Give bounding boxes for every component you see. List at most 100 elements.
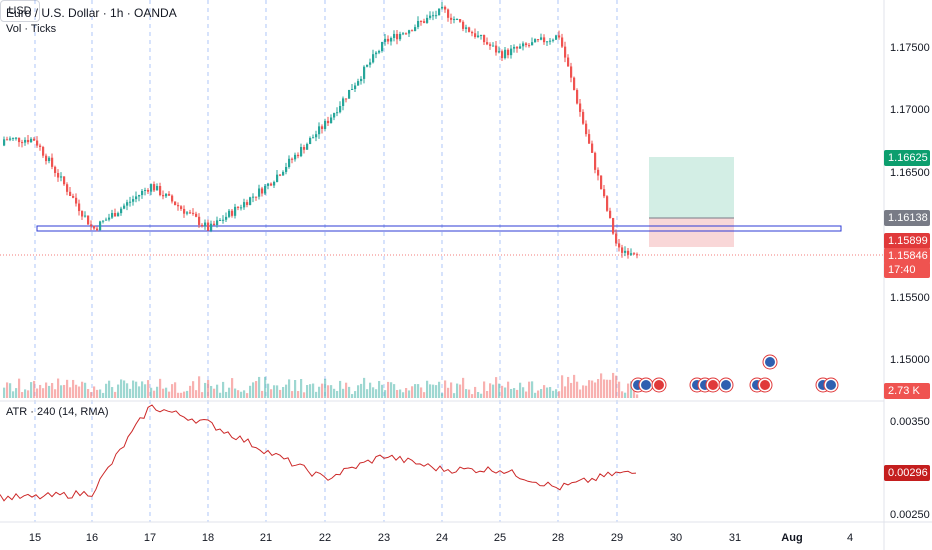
volume-bar [327, 385, 330, 398]
time-label: 28 [551, 532, 565, 544]
volume-bar [81, 381, 84, 398]
volume-bar [597, 379, 600, 398]
stop-loss-zone[interactable] [649, 218, 734, 247]
candle-body [363, 66, 366, 79]
economic-event-icon[interactable] [762, 354, 778, 370]
volume-bar [282, 387, 285, 398]
volume-bar [453, 393, 456, 398]
support-zone[interactable] [36, 225, 842, 232]
volume-bar [411, 386, 414, 398]
candle-body [321, 126, 324, 129]
candle-body [351, 88, 354, 90]
candle-body [444, 6, 447, 10]
volume-bar [558, 391, 561, 398]
volume-bar [372, 387, 375, 398]
candle-body [411, 30, 414, 32]
candle-body [231, 210, 234, 216]
economic-events [630, 354, 839, 393]
volume-bar [600, 373, 603, 398]
candle-body [141, 190, 144, 196]
volume-bar [156, 386, 159, 398]
volume-bar [534, 392, 537, 398]
time-label: 23 [377, 532, 391, 544]
candle-body [267, 183, 270, 186]
candle-body [345, 98, 348, 100]
candle-body [252, 196, 255, 198]
volume-bar [432, 384, 435, 398]
candle-body [375, 52, 378, 55]
candle-body [210, 223, 213, 231]
economic-event-icon[interactable] [651, 377, 667, 393]
economic-event-icon[interactable] [823, 377, 839, 393]
candle-body [291, 158, 294, 160]
candle-body [636, 254, 639, 256]
candle-body [237, 206, 240, 208]
volume-bar [636, 394, 639, 398]
volume-bar [243, 390, 246, 398]
volume-bar [93, 386, 96, 398]
volume-bar [276, 385, 279, 398]
volume-bar [102, 392, 105, 398]
take-profit-zone[interactable] [649, 157, 734, 218]
economic-event-icon[interactable] [718, 377, 734, 393]
volume-bar [516, 389, 519, 398]
candle-body [372, 54, 375, 63]
candle-body [195, 213, 198, 217]
candle-body [585, 123, 588, 135]
candle-body [378, 50, 381, 53]
volume-bar [126, 383, 129, 398]
price-tick: 1.17000 [890, 104, 930, 116]
volume-bar [321, 383, 324, 398]
candle-body [480, 35, 483, 37]
volume-bar [78, 386, 81, 398]
candle-body [540, 37, 543, 40]
volume-bar [75, 384, 78, 398]
candle-body [198, 216, 201, 225]
candle-body [522, 43, 525, 47]
volume-bar [255, 381, 258, 398]
economic-event-icon[interactable] [638, 377, 654, 393]
volume-bar [546, 387, 549, 398]
candle-body [144, 190, 147, 192]
currency-button[interactable]: USD [0, 0, 40, 22]
volume-bar [429, 384, 432, 398]
price-tick: 1.15500 [890, 292, 930, 304]
volume-bar [390, 382, 393, 398]
economic-event-icon[interactable] [757, 377, 773, 393]
volume-bar [24, 389, 27, 398]
volume-bar [309, 384, 312, 398]
volume-bar [6, 382, 9, 398]
time-label: 17 [143, 532, 157, 544]
volume-bar [222, 381, 225, 398]
atr-indicator-label[interactable]: ATR · 240 (14, RMA) [6, 406, 109, 418]
atr-value-badge: 0.00296 [884, 465, 930, 481]
volume-bar [450, 382, 453, 398]
volume-bar [69, 387, 72, 398]
volume-bar [57, 378, 60, 398]
symbol-title[interactable]: Euro / U.S. Dollar · 1h · OANDA [6, 6, 177, 20]
volume-bar [381, 384, 384, 398]
volume-bar [219, 392, 222, 398]
volume-bar [618, 381, 621, 398]
volume-indicator-label[interactable]: Vol · Ticks [6, 23, 57, 35]
volume-bars [3, 372, 639, 398]
volume-bar [171, 384, 174, 398]
economic-event-icon[interactable] [705, 377, 721, 393]
volume-bar [177, 392, 180, 398]
candle-body [588, 134, 591, 144]
candle-body [75, 197, 78, 204]
candle-body [405, 33, 408, 35]
candle-body [390, 37, 393, 42]
volume-bar [624, 392, 627, 398]
candle-body [192, 212, 195, 214]
volume-bar [507, 381, 510, 398]
volume-bar [237, 390, 240, 398]
candle-body [366, 64, 369, 67]
volume-bar [348, 386, 351, 398]
atr-line [0, 404, 637, 502]
volume-bar [48, 385, 51, 398]
entry-price-badge: 1.16138 [884, 210, 930, 226]
volume-bar [522, 387, 525, 398]
volume-bar [339, 380, 342, 398]
